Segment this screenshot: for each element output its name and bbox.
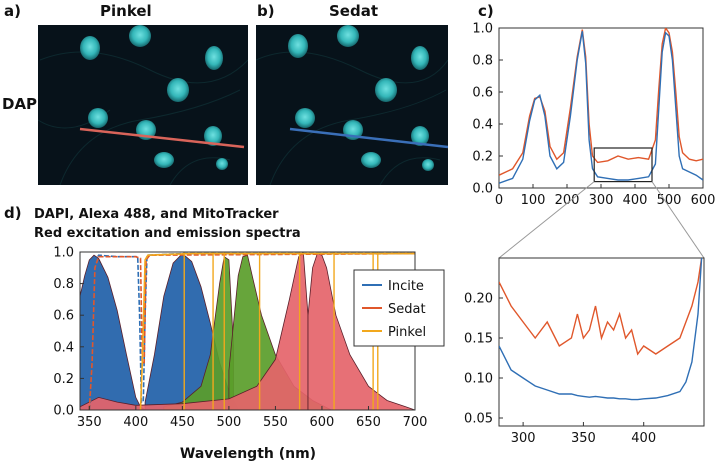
x-tick-label: 300 <box>511 431 536 446</box>
y-tick-label: 0.6 <box>472 86 493 101</box>
legend-incite-label: Incite <box>388 279 424 294</box>
panel-a-title: Pinkel <box>100 2 152 20</box>
nucleus <box>422 159 434 171</box>
filter-pinkel <box>139 252 415 410</box>
nucleus <box>337 25 359 47</box>
zoom-region-box <box>593 147 653 183</box>
y-tick-label: 0.2 <box>53 372 74 387</box>
chart-c-zoom-frame <box>498 257 705 427</box>
nucleus <box>204 126 222 146</box>
y-tick-label: 1.0 <box>472 22 493 37</box>
x-tick-label: 400 <box>123 415 148 430</box>
nucleus <box>411 46 429 70</box>
nucleus <box>375 78 397 102</box>
chart-c-zoom: 0.05 0.10 0.15 0.20 300 350 400 <box>464 257 705 446</box>
x-tick-label: 350 <box>571 431 596 446</box>
legend: Incite Sedat Pinkel <box>353 269 445 347</box>
panel-b-micrograph <box>256 25 448 185</box>
nucleus <box>288 34 308 58</box>
spectrum-mito-emission <box>307 253 415 410</box>
series-incite-line <box>499 258 703 401</box>
panel-b-label: b) <box>257 2 275 20</box>
legend-sedat-label: Sedat <box>388 302 426 317</box>
x-tick-label: 650 <box>356 415 381 430</box>
x-tick-label: 700 <box>403 415 428 430</box>
nucleus <box>361 152 381 168</box>
y-tick-label: 1.0 <box>53 246 74 261</box>
nucleus <box>129 25 151 47</box>
legend-pinkel-label: Pinkel <box>388 325 426 340</box>
chart-d: 0.0 0.2 0.4 0.6 0.8 1.0 350 400 450 500 550 600 650… <box>53 246 445 462</box>
y-tick-label: 0.2 <box>472 150 493 165</box>
nucleus <box>167 78 189 102</box>
profile-line-pinkel <box>79 127 245 149</box>
y-tick-label: 0.4 <box>53 340 74 355</box>
nucleus <box>216 158 228 170</box>
nucleus <box>88 108 108 128</box>
x-tick-label: 200 <box>555 193 580 208</box>
y-tick-label: 0.0 <box>472 182 493 197</box>
y-tick-label: 0.8 <box>53 277 74 292</box>
x-tick-label: 500 <box>216 415 241 430</box>
series-incite-line <box>499 31 703 184</box>
series-sedat-line <box>499 28 703 176</box>
panel-d-label: d) <box>4 204 22 222</box>
panel-b-title: Sedat <box>329 2 378 20</box>
row-label-dapi: DAPI <box>2 95 43 113</box>
nucleus <box>411 126 429 146</box>
y-tick-label: 0.10 <box>464 372 493 387</box>
spectrum-mito-excitation <box>80 252 309 410</box>
x-tick-label: 550 <box>263 415 288 430</box>
y-tick-label: 0.6 <box>53 309 74 324</box>
panel-a-micrograph <box>38 25 248 185</box>
nucleus <box>205 46 223 70</box>
x-tick-label: 600 <box>310 415 335 430</box>
profile-line-sedat <box>289 127 448 149</box>
x-tick-label: 300 <box>589 193 614 208</box>
x-tick-label: 400 <box>631 431 656 446</box>
chart-c-top: 0.00.20.40.60.81.0 0 100 200 300 400 500 600 <box>472 22 715 209</box>
x-tick-label: 350 <box>77 415 102 430</box>
x-tick-label: 600 <box>691 193 716 208</box>
y-tick-label: 0.8 <box>472 54 493 69</box>
filter-sedat <box>88 252 415 410</box>
x-tick-label: 100 <box>521 193 546 208</box>
y-tick-label: 0.0 <box>53 404 74 419</box>
panel-d-title-line2: Red excitation and emission spectra <box>34 226 301 241</box>
series-sedat-line <box>499 258 703 356</box>
zoom-connector-left <box>498 181 595 259</box>
panel-a-label: a) <box>4 2 21 20</box>
zoom-connector-right <box>651 181 705 259</box>
y-tick-label: 0.4 <box>472 118 493 133</box>
y-tick-label: 0.20 <box>464 292 493 307</box>
panel-d-title-line1: DAPI, Alexa 488, and MitoTracker <box>34 207 279 222</box>
x-axis-title: Wavelength (nm) <box>180 446 316 462</box>
panel-c-label: c) <box>478 2 494 20</box>
nucleus <box>80 36 100 60</box>
y-tick-label: 0.15 <box>464 332 493 347</box>
x-tick-label: 450 <box>170 415 195 430</box>
nucleus <box>154 152 174 168</box>
x-tick-label: 400 <box>623 193 648 208</box>
x-tick-label: 0 <box>495 193 503 208</box>
y-tick-label: 0.05 <box>464 412 493 427</box>
nucleus <box>295 108 315 128</box>
